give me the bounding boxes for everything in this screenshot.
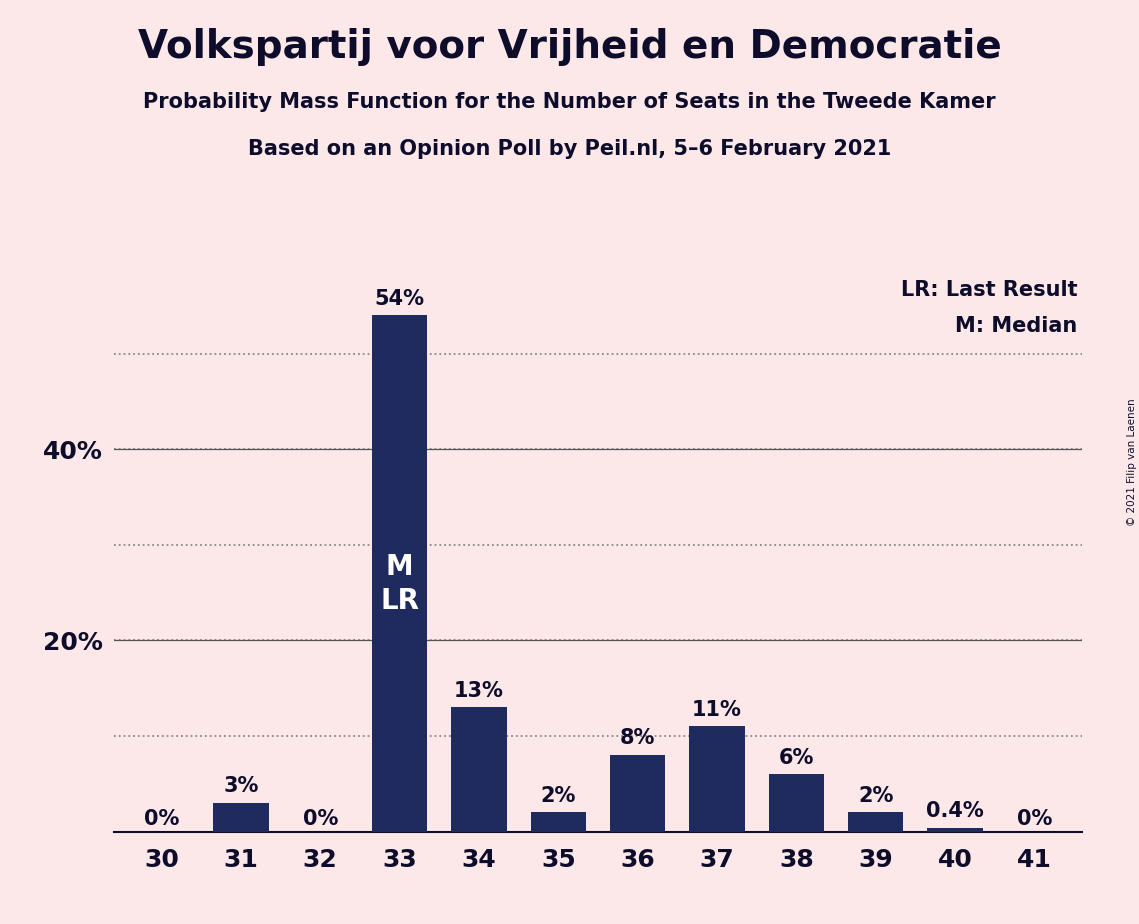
Bar [371, 315, 427, 832]
Text: 13%: 13% [454, 681, 503, 700]
Bar [451, 708, 507, 832]
Text: © 2021 Filip van Laenen: © 2021 Filip van Laenen [1126, 398, 1137, 526]
Bar [531, 812, 587, 832]
Bar [609, 755, 665, 832]
Bar [847, 812, 903, 832]
Text: 54%: 54% [375, 288, 425, 309]
Text: 11%: 11% [693, 699, 741, 720]
Bar [689, 726, 745, 832]
Text: Based on an Opinion Poll by Peil.nl, 5–6 February 2021: Based on an Opinion Poll by Peil.nl, 5–6… [248, 139, 891, 159]
Text: 8%: 8% [620, 728, 655, 748]
Text: 6%: 6% [779, 748, 814, 768]
Text: LR: Last Result: LR: Last Result [901, 280, 1077, 300]
Text: 2%: 2% [541, 785, 576, 806]
Bar [769, 774, 825, 832]
Text: 3%: 3% [223, 776, 259, 796]
Text: M
LR: M LR [380, 553, 419, 615]
Text: Probability Mass Function for the Number of Seats in the Tweede Kamer: Probability Mass Function for the Number… [144, 92, 995, 113]
Text: 0%: 0% [1017, 808, 1052, 829]
Text: Volkspartij voor Vrijheid en Democratie: Volkspartij voor Vrijheid en Democratie [138, 28, 1001, 66]
Text: 0%: 0% [144, 808, 179, 829]
Text: M: Median: M: Median [954, 316, 1077, 336]
Text: 0%: 0% [303, 808, 338, 829]
Bar [927, 828, 983, 832]
Text: 0.4%: 0.4% [926, 801, 984, 821]
Bar [213, 803, 269, 832]
Text: 2%: 2% [858, 785, 893, 806]
